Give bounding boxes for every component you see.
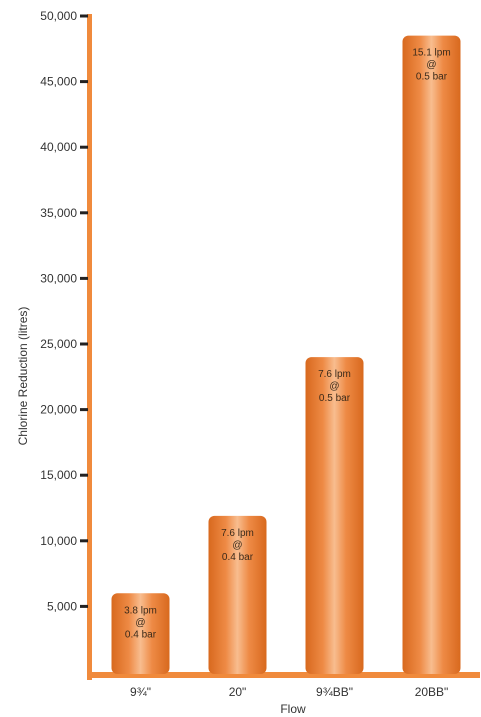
y-tick-label: 20,000 [40,403,77,417]
bar-data-label: 0.5 bar [416,72,448,83]
bar-3 [402,35,461,675]
x-tick-label: 20" [229,685,247,699]
y-tick-mark [80,80,88,84]
x-tick-label: 9¾" [130,685,151,699]
y-tick-label: 15,000 [40,468,77,482]
x-tick-label: 20BB" [415,685,449,699]
bar-data-label: 0.4 bar [125,629,157,640]
y-tick-label: 45,000 [40,75,77,89]
y-axis-title: Chlorine Reduction (litres) [16,307,30,446]
bar-data-label: 7.6 lpm [318,369,351,380]
bar-1 [208,515,267,674]
x-axis-line [87,672,480,678]
y-tick-mark [80,604,88,608]
y-tick-mark [80,342,88,346]
y-tick-mark [80,539,88,543]
x-axis-title: Flow [280,702,306,716]
bar-data-label: 15.1 lpm [412,48,450,59]
bar-data-label: 7.6 lpm [221,528,254,539]
y-tick-label: 5,000 [47,599,77,613]
y-tick-label: 25,000 [40,337,77,351]
bar-data-label: @ [232,540,242,551]
bar-data-label: @ [329,381,339,392]
bar-data-label: @ [135,617,145,628]
x-tick-label: 9¾BB" [316,685,353,699]
y-tick-mark [80,211,88,215]
y-tick-label: 50,000 [40,9,77,23]
y-tick-mark [80,473,88,477]
bar-data-label: 3.8 lpm [124,605,157,616]
bar-0 [111,593,170,674]
y-axis-line [87,14,92,680]
y-tick-mark [80,276,88,280]
y-tick-mark [80,14,88,18]
y-tick-label: 35,000 [40,206,77,220]
bar-data-label: 0.4 bar [222,552,254,563]
bar-data-label: 0.5 bar [319,393,351,404]
bar-2 [305,357,364,674]
y-tick-label: 10,000 [40,534,77,548]
y-tick-label: 40,000 [40,140,77,154]
y-tick-label: 30,000 [40,271,77,285]
y-tick-mark [80,408,88,412]
y-tick-mark [80,145,88,149]
bar-data-label: @ [426,60,436,71]
